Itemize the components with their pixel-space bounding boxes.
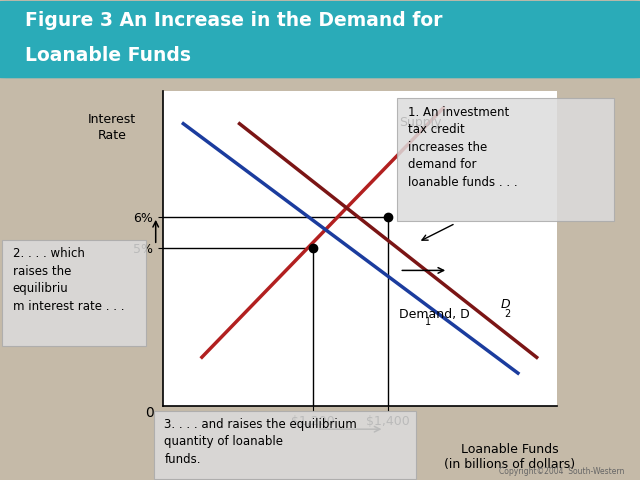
Text: Figure 3 An Increase in the Demand for: Figure 3 An Increase in the Demand for: [25, 12, 443, 31]
Text: 3. . . . and raises the equilibrium
quantity of loanable
funds.: 3. . . . and raises the equilibrium quan…: [164, 418, 357, 466]
Text: 0: 0: [145, 406, 154, 420]
Text: 2. . . . which
raises the
equilibriu
m interest rate . . .: 2. . . . which raises the equilibriu m i…: [13, 247, 124, 312]
Text: D: D: [500, 299, 510, 312]
Text: Demand, D: Demand, D: [399, 308, 470, 321]
Text: Interest
Rate: Interest Rate: [88, 113, 136, 142]
Text: 1: 1: [425, 317, 431, 327]
X-axis label: Loanable Funds
(in billions of dollars): Loanable Funds (in billions of dollars): [444, 444, 575, 471]
Text: Supply: Supply: [399, 116, 442, 129]
Text: 1. An investment
tax credit
increases the
demand for
loanable funds . . .: 1. An investment tax credit increases th…: [408, 106, 517, 189]
Text: Copyright©2004  South-Western: Copyright©2004 South-Western: [499, 467, 624, 476]
Text: 2: 2: [504, 309, 511, 319]
FancyBboxPatch shape: [0, 1, 640, 78]
Text: Loanable Funds: Loanable Funds: [25, 47, 191, 65]
